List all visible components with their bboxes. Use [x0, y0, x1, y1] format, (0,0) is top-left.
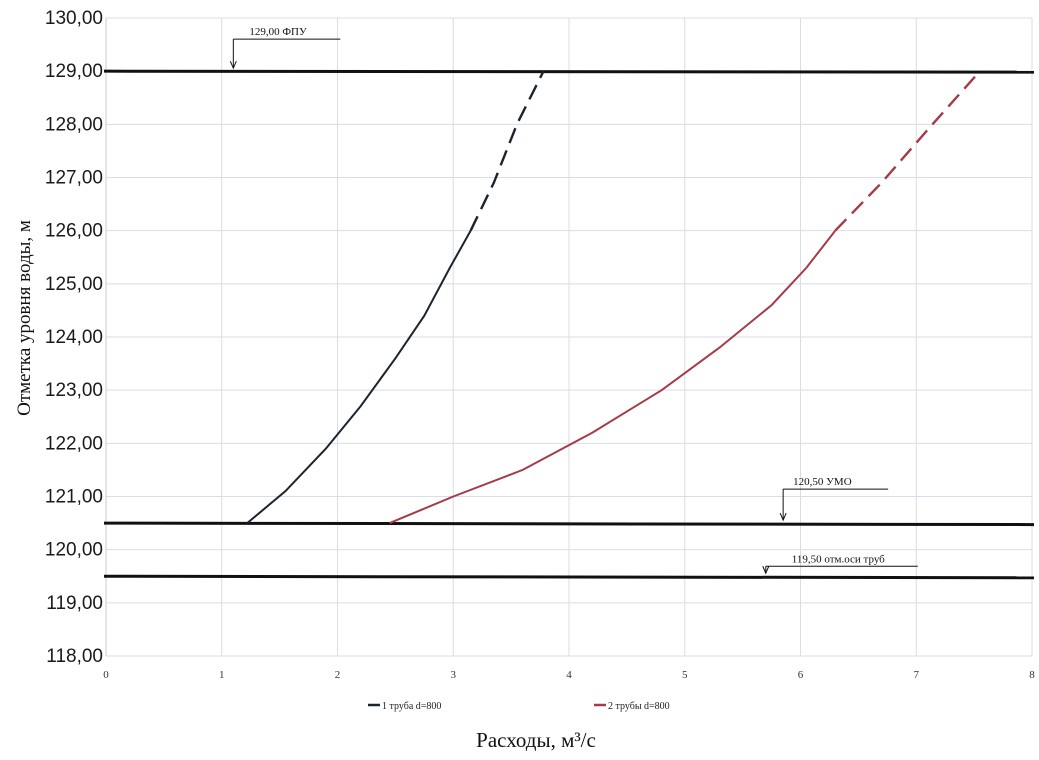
- y-tick-label: 124,00: [45, 327, 103, 348]
- series-line-solid: [246, 230, 472, 524]
- x-axis-label: Расходы, м³/с: [476, 728, 596, 752]
- reference-line: [103, 574, 1035, 580]
- series-line-dashed: [469, 70, 545, 232]
- y-tick-label: 123,00: [45, 380, 103, 401]
- annotation-label: 129,00 ФПУ: [249, 26, 307, 38]
- y-tick-label: 125,00: [45, 274, 103, 295]
- x-tick-label: 7: [914, 669, 920, 681]
- annotation-arrow: [229, 60, 237, 70]
- y-tick-label: 127,00: [45, 168, 103, 189]
- x-tick-label: 2: [335, 669, 341, 681]
- x-tick-label: 5: [682, 669, 688, 681]
- y-tick-label: 126,00: [45, 221, 103, 242]
- annotation-arrow: [779, 512, 787, 522]
- series-line-dashed: [834, 70, 981, 232]
- y-tick-label: 120,00: [45, 540, 103, 561]
- x-tick-labels: 0 1 2 3 4 5 6 7 8: [103, 669, 1035, 681]
- annotation-label: 119,50 отм.оси труб: [792, 553, 885, 565]
- series-line-solid: [389, 230, 836, 525]
- legend-label: 1 труба d=800: [382, 701, 441, 712]
- x-tick-label: 1: [219, 669, 225, 681]
- x-tick-label: 3: [451, 669, 457, 681]
- series-lines: [246, 70, 981, 525]
- y-tick-label: 128,00: [45, 114, 103, 135]
- annotation-label: 120,50 УМО: [793, 476, 852, 488]
- x-tick-label: 0: [103, 669, 109, 681]
- reference-line: [103, 521, 1035, 527]
- x-tick-label: 8: [1029, 669, 1035, 681]
- legend: 1 труба d=800 2 трубы d=800: [368, 701, 670, 712]
- x-tick-label: 6: [798, 669, 804, 681]
- y-tick-label: 130,00: [45, 8, 103, 29]
- y-axis-label: Отметка уровня воды, м: [14, 220, 35, 416]
- y-tick-label: 129,00: [45, 61, 103, 82]
- reference-lines: [103, 69, 1035, 580]
- reference-line: [103, 69, 1035, 74]
- y-tick-label: 118,00: [46, 646, 103, 667]
- grid-lines: [105, 17, 1033, 657]
- reference-annotations: 129,00 ФПУ 120,50 УМО 119,50 отм.оси труб: [229, 26, 918, 575]
- y-tick-label: 119,00: [46, 593, 103, 614]
- y-tick-label: 122,00: [45, 433, 103, 454]
- annotation-arrow: [762, 566, 770, 575]
- y-tick-labels: 118,00 119,00 120,00 121,00 122,00 123,00 124,…: [45, 8, 103, 667]
- legend-label: 2 трубы d=800: [608, 701, 670, 712]
- x-tick-label: 4: [566, 669, 572, 681]
- y-tick-label: 121,00: [45, 487, 103, 508]
